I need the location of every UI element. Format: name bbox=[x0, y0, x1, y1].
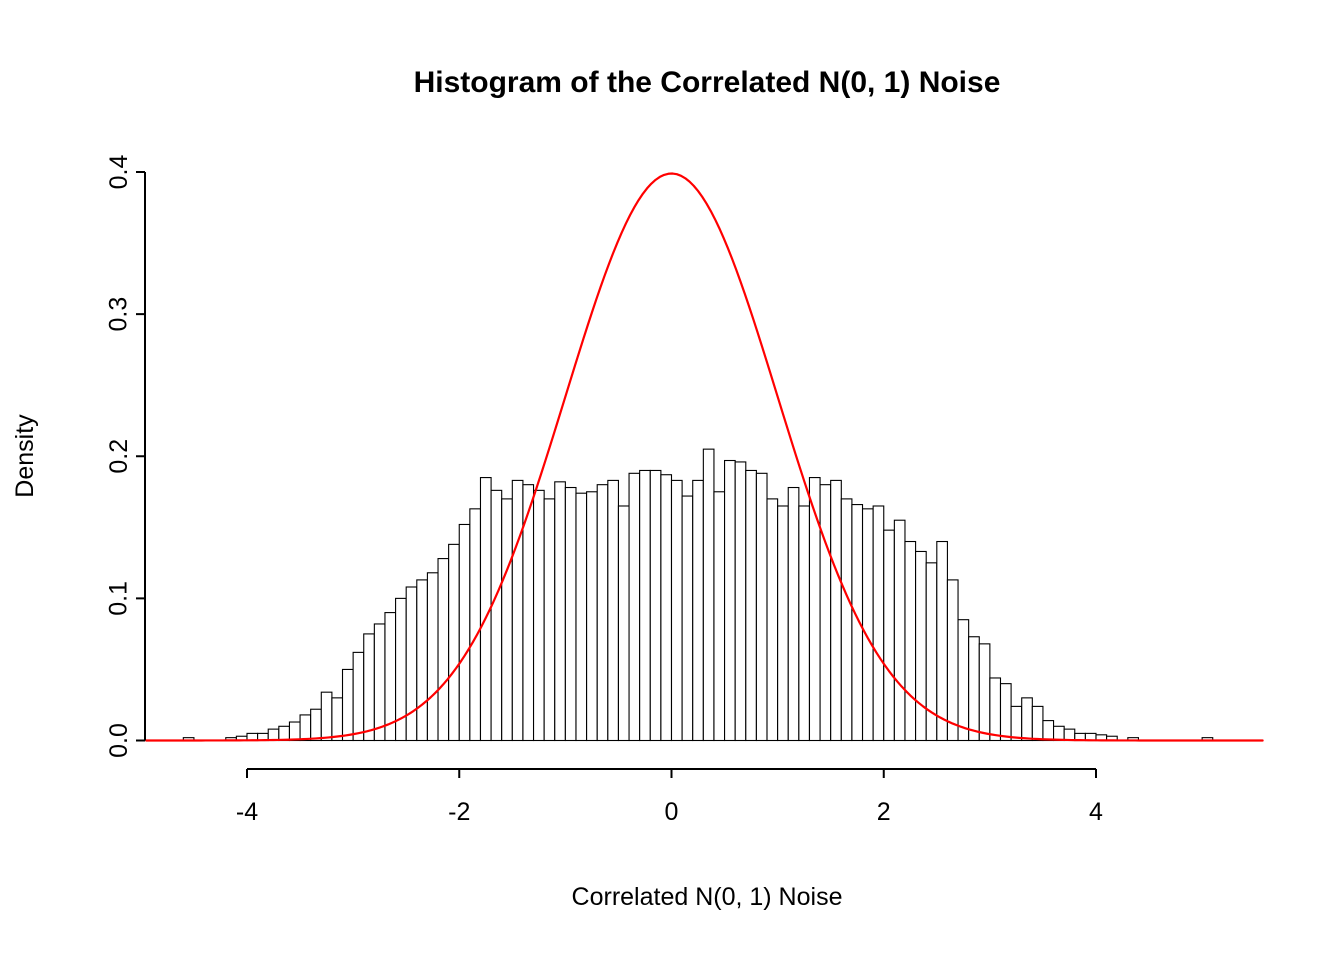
x-tick-label: 4 bbox=[1089, 798, 1103, 826]
histogram-bar bbox=[532, 489, 545, 742]
histogram-bar bbox=[649, 469, 662, 742]
histogram-bar bbox=[872, 505, 885, 742]
histogram-bar bbox=[734, 461, 747, 742]
histogram-bar bbox=[861, 508, 874, 742]
histogram-bar bbox=[543, 498, 556, 742]
histogram-bar bbox=[310, 708, 322, 742]
histogram-bar bbox=[501, 498, 513, 742]
y-axis-label: Density bbox=[11, 414, 39, 498]
histogram-bar bbox=[331, 697, 344, 742]
histogram-bar bbox=[660, 474, 673, 742]
histogram-bar bbox=[448, 543, 460, 742]
histogram-bar bbox=[299, 714, 312, 742]
histogram-bar bbox=[575, 492, 588, 742]
histogram-bar bbox=[766, 498, 779, 742]
histogram-bar bbox=[787, 486, 800, 742]
histogram-bar bbox=[808, 477, 821, 742]
histogram-bar bbox=[554, 481, 566, 742]
y-tick-label: 0.4 bbox=[105, 155, 133, 190]
histogram-bar bbox=[968, 636, 980, 742]
histogram-bar bbox=[373, 623, 386, 742]
histogram-bar bbox=[957, 619, 970, 742]
histogram-bar bbox=[426, 572, 439, 742]
histogram-bar bbox=[936, 540, 948, 742]
histogram-bar bbox=[320, 691, 333, 742]
x-tick-label: -2 bbox=[448, 798, 470, 826]
plot-content: 0.0 0.1 0.2 0.3 0.4 -4 -2 0 2 4 bbox=[105, 155, 1264, 826]
histogram-bar bbox=[639, 469, 651, 742]
histogram-bar bbox=[777, 505, 789, 742]
histogram-bar bbox=[511, 479, 524, 742]
histogram-bar bbox=[840, 498, 853, 742]
histogram-bar bbox=[702, 448, 715, 742]
histogram-bar bbox=[893, 519, 906, 742]
histogram-bar bbox=[628, 472, 641, 742]
x-axis-label: Correlated N(0, 1) Noise bbox=[572, 883, 843, 911]
histogram-bar bbox=[1010, 705, 1023, 742]
histogram-bar bbox=[363, 633, 375, 742]
histogram-bar bbox=[1031, 705, 1044, 742]
histogram-bar bbox=[617, 505, 630, 742]
histogram-bar bbox=[1053, 725, 1065, 742]
x-tick-label: 0 bbox=[665, 798, 679, 826]
histogram-bar bbox=[745, 469, 757, 742]
histogram-bar bbox=[798, 505, 811, 742]
histogram-bar bbox=[755, 472, 768, 742]
histogram-bar bbox=[607, 479, 619, 742]
histogram-bar bbox=[596, 484, 609, 742]
y-tick-label: 0.2 bbox=[105, 439, 133, 474]
histogram-bar bbox=[830, 479, 842, 742]
histogram-bar bbox=[458, 523, 471, 742]
histogram-bar bbox=[851, 504, 864, 742]
histogram-bar bbox=[267, 728, 280, 742]
histogram-bar bbox=[713, 491, 726, 742]
histogram-bar bbox=[490, 489, 503, 742]
y-tick-label: 0.0 bbox=[105, 723, 133, 758]
histogram-bar bbox=[564, 486, 577, 742]
histogram-bar bbox=[915, 550, 927, 742]
chart-title: Histogram of the Correlated N(0, 1) Nois… bbox=[414, 66, 1001, 99]
histogram-bar bbox=[946, 579, 959, 742]
histogram-bar bbox=[692, 479, 704, 742]
x-tick-label: 2 bbox=[877, 798, 891, 826]
histogram-bar bbox=[1063, 728, 1076, 742]
histogram-bar bbox=[724, 459, 736, 742]
histogram-bar bbox=[437, 558, 450, 742]
histogram-bar bbox=[278, 725, 290, 742]
normal-density-curve bbox=[145, 172, 1264, 742]
y-tick-label: 0.1 bbox=[105, 581, 133, 616]
histogram-bar bbox=[883, 529, 895, 742]
histogram-bar bbox=[978, 643, 991, 742]
histogram-bar bbox=[586, 491, 598, 742]
histogram-bar bbox=[1042, 720, 1055, 742]
histogram-bar bbox=[819, 484, 832, 742]
y-tick-label: 0.3 bbox=[105, 297, 133, 332]
histogram-bar bbox=[469, 508, 482, 742]
histogram-bar bbox=[989, 677, 1002, 742]
histogram-bar bbox=[416, 579, 428, 742]
histogram-bar bbox=[405, 586, 418, 742]
x-tick-label: -4 bbox=[236, 798, 258, 826]
histogram-bar bbox=[681, 495, 694, 742]
histogram-bar bbox=[999, 683, 1012, 742]
histogram-bar bbox=[352, 651, 365, 742]
histogram-bar bbox=[904, 540, 917, 742]
histogram-bar bbox=[288, 721, 301, 742]
histogram-bar bbox=[670, 479, 683, 742]
histogram-bar bbox=[341, 668, 354, 742]
histogram-bar bbox=[1021, 697, 1033, 742]
